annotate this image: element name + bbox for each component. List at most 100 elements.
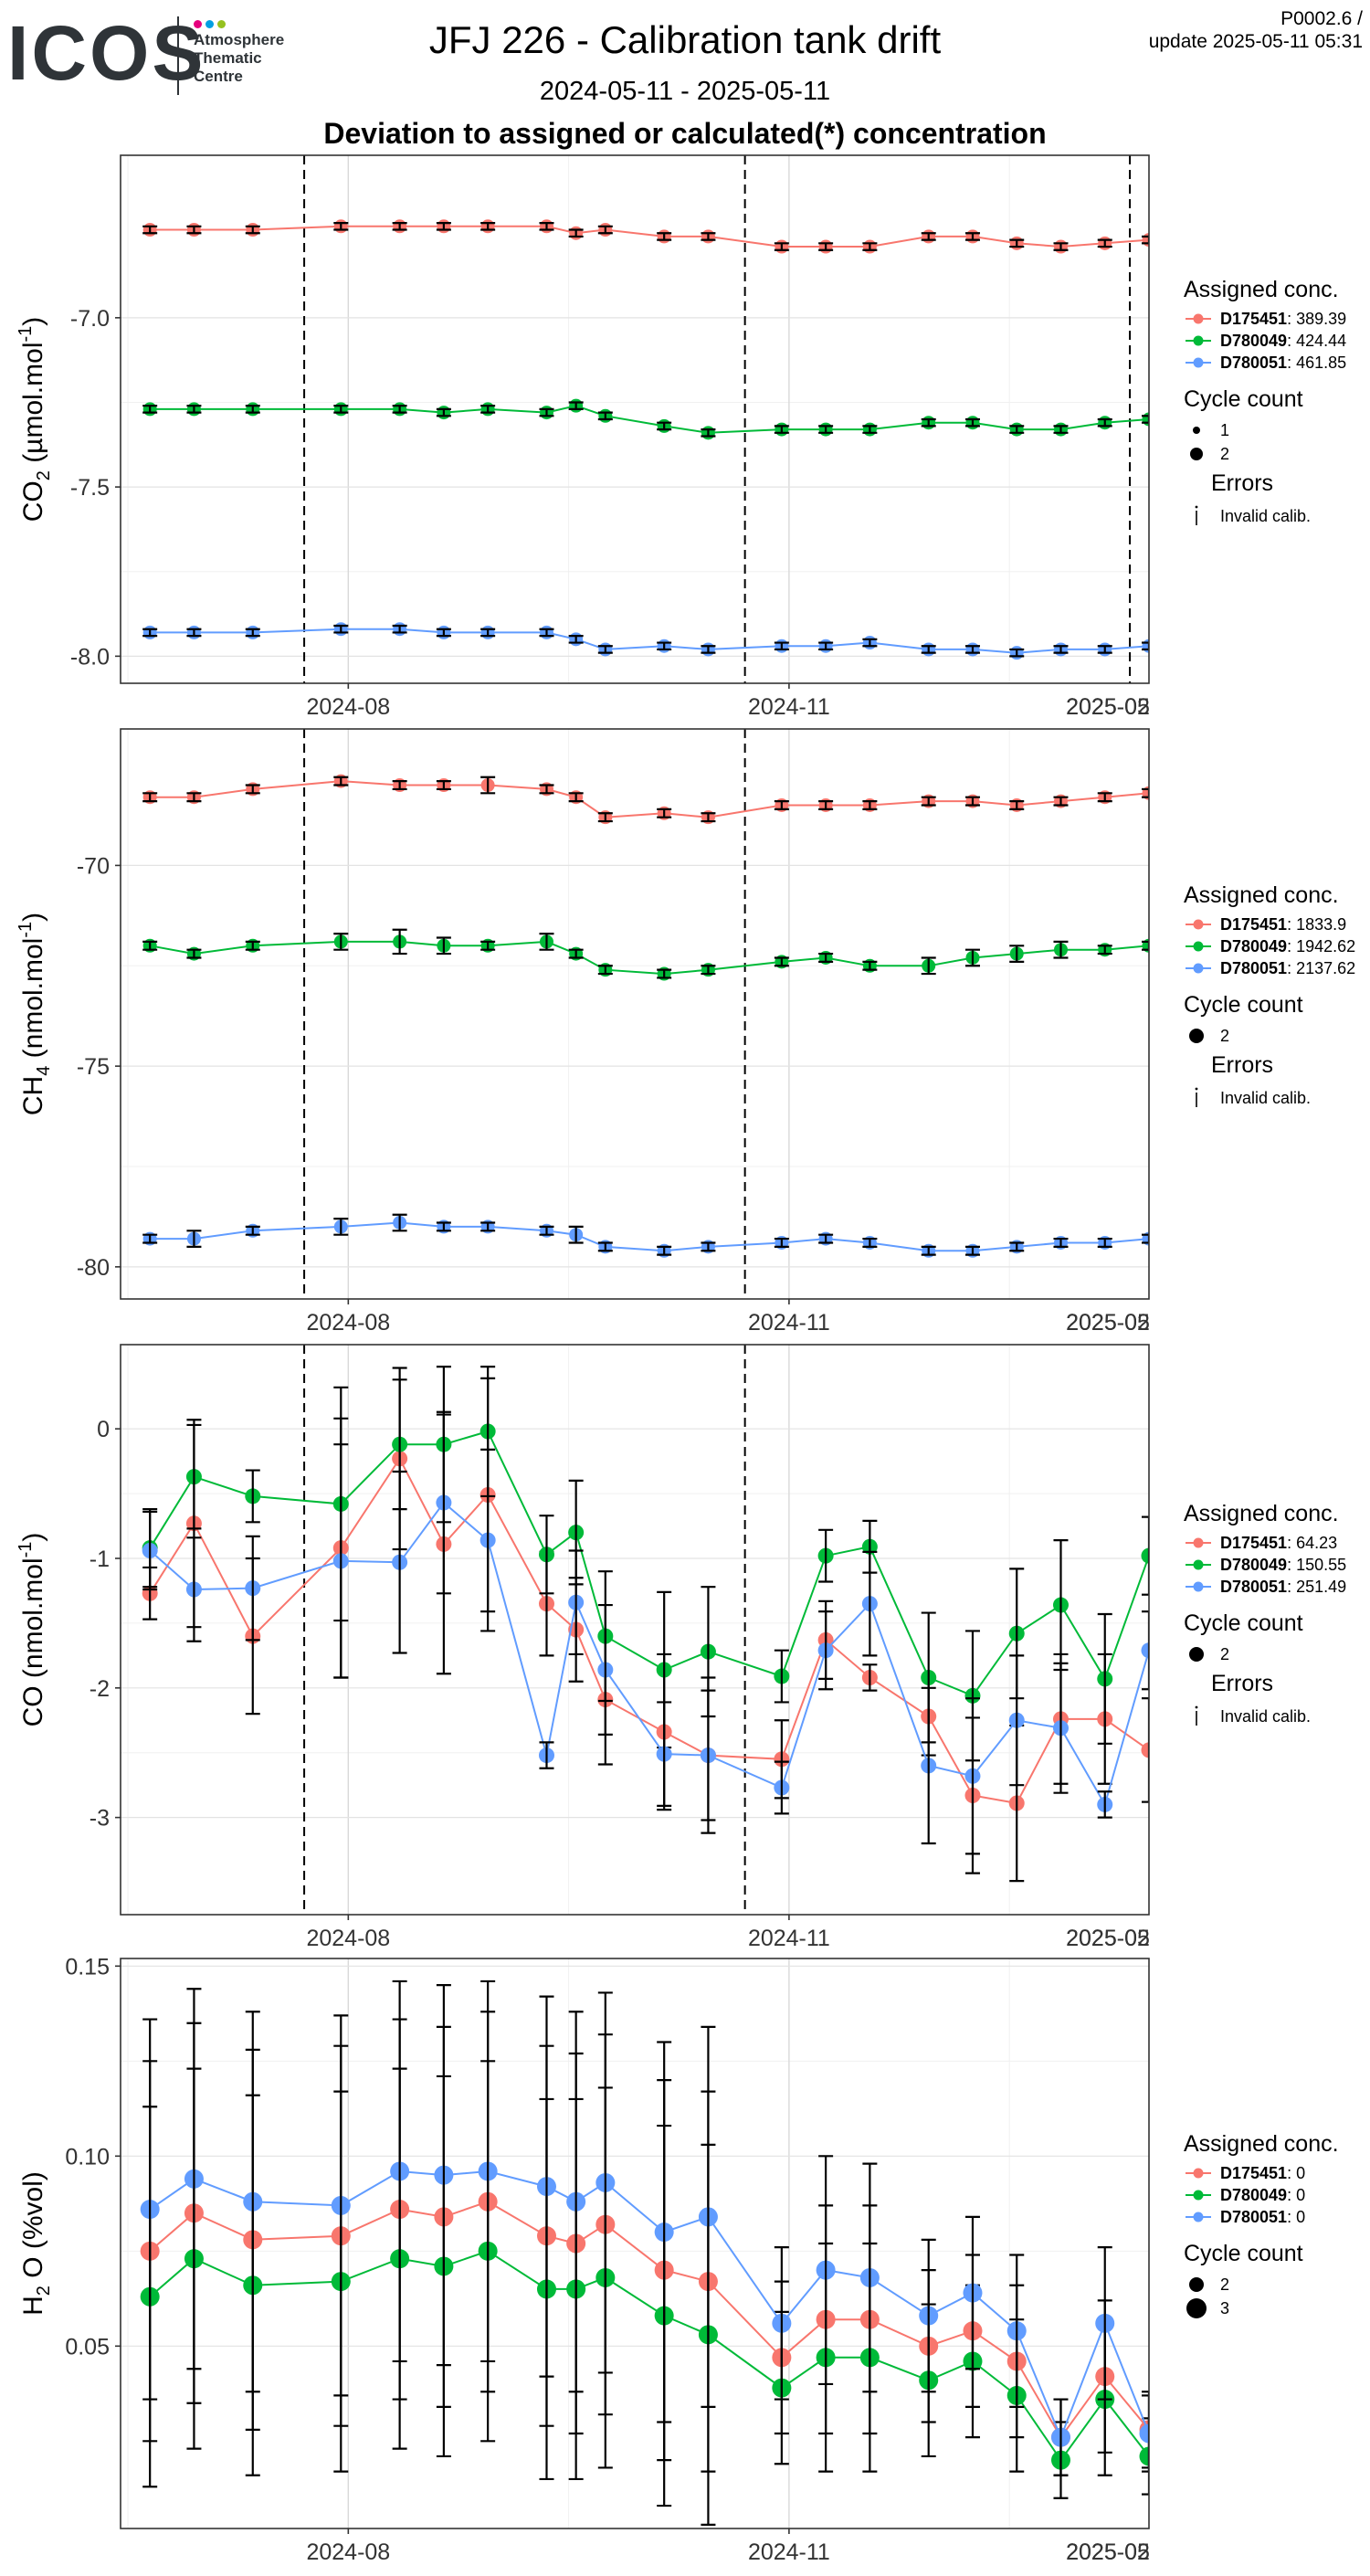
chart-panel-co2: -7.0 -7.5 -8.0 2024-08 2024-11 2025-022025-05… xyxy=(16,154,1347,720)
legend-entry: D780049: 424.44 xyxy=(1186,332,1346,350)
icos-logo: ICOS Atmosphere Thematic Centre xyxy=(7,9,309,100)
series-d780051 xyxy=(142,622,1347,660)
legend-errors-title: Errors xyxy=(1211,1052,1273,1078)
legend-label-value: : 2137.62 xyxy=(1287,959,1355,977)
error-bar xyxy=(480,1448,496,1632)
series-d780049 xyxy=(142,928,1149,981)
error-bar xyxy=(1097,645,1112,654)
error-bar xyxy=(436,222,451,231)
legend-label-value: : 0 xyxy=(1287,2186,1305,2204)
x-tick-label: 2024-08 xyxy=(306,2539,390,2565)
error-bar xyxy=(657,421,672,431)
logo-subtext-line: Thematic xyxy=(194,49,262,68)
legend-cycle-label: 2 xyxy=(1220,445,1229,463)
legend-cycle-label: 2 xyxy=(1220,2275,1229,2294)
y-axis-label-text: CO xyxy=(18,1685,48,1726)
error-bar xyxy=(597,1241,613,1252)
logo-divider xyxy=(177,16,179,95)
y-axis-label: H2 O (%vol) xyxy=(18,2171,54,2316)
error-bar xyxy=(657,2041,672,2423)
series-d780051 xyxy=(140,1980,1347,2476)
error-bar xyxy=(818,1610,834,1691)
error-bar xyxy=(597,965,613,976)
legend-key-point xyxy=(1193,2190,1204,2201)
error-bar xyxy=(142,405,158,414)
legend-entry: D780049: 1942.62 xyxy=(1186,937,1355,955)
legend-label-value: : 424.44 xyxy=(1287,332,1346,350)
y-tick-label: -70 xyxy=(77,853,110,879)
data-point xyxy=(1333,646,1347,660)
error-bar xyxy=(480,405,496,414)
error-bar xyxy=(774,799,789,810)
legend-cycle-label: 2 xyxy=(1220,1645,1229,1663)
error-bar xyxy=(1097,1790,1112,1819)
error-bar xyxy=(657,641,672,651)
legend-label-value: : 1833.9 xyxy=(1287,915,1346,934)
error-bar xyxy=(142,1233,158,1244)
legend-cycle-dot xyxy=(1193,427,1200,434)
legend-key-point xyxy=(1193,919,1204,930)
panel-border xyxy=(120,154,1150,684)
legend-label-value: : 461.85 xyxy=(1287,354,1346,372)
error-bar xyxy=(964,2215,980,2370)
error-bar xyxy=(1245,2426,1259,2502)
legend-entry: D780051: 2137.62 xyxy=(1186,959,1355,977)
legend-key-point xyxy=(1193,1581,1204,1592)
error-bar xyxy=(964,232,980,241)
error-bar xyxy=(862,242,878,251)
error-bar xyxy=(539,1515,554,1595)
series-line xyxy=(150,1221,1149,1252)
error-bar xyxy=(1142,1515,1149,1596)
legend-cycle-dot xyxy=(1190,448,1203,460)
error-bar xyxy=(539,1225,554,1236)
y-axis-label-units: (nmol.mol xyxy=(18,938,48,1066)
legend-title: Assigned conc. xyxy=(1184,1501,1339,1526)
error-bar xyxy=(539,628,554,638)
error-bar xyxy=(436,1410,451,1595)
legend-cycle-label: 3 xyxy=(1220,2299,1229,2317)
legend-cycle-dot xyxy=(1186,2298,1207,2318)
legend-key-point xyxy=(1193,2212,1204,2222)
error-bar xyxy=(1009,1654,1025,1787)
error-bar xyxy=(701,1241,716,1252)
legend-entry: D175451: 0 xyxy=(1186,2164,1305,2182)
series-line xyxy=(149,1501,1149,1808)
error-bar xyxy=(1333,2305,1347,2456)
error-bar xyxy=(818,641,834,651)
legend-label-name: D780049 xyxy=(1220,1556,1287,1574)
legend-label-value: : 389.39 xyxy=(1287,310,1346,328)
error-bar xyxy=(818,1233,834,1244)
error-bar xyxy=(862,425,878,434)
legend-label: D175451: 389.39 xyxy=(1220,310,1346,328)
y-axis-label-superscript: -1 xyxy=(16,326,36,343)
error-bar xyxy=(142,792,158,803)
error-bar xyxy=(921,1686,936,1845)
data-point xyxy=(1242,2455,1261,2474)
error-bar xyxy=(568,792,584,803)
x-tick-label: 2025-02 xyxy=(1066,1926,1150,1951)
legend-label-name: D780049 xyxy=(1220,937,1287,955)
data-point xyxy=(1331,2424,1350,2444)
chart-panel-h2o: 0.15 0.10 0.05 2024-08 2024-11 2025-022025-05… xyxy=(18,1954,1350,2565)
y-tick-label: -75 xyxy=(77,1054,110,1080)
error-bar xyxy=(862,960,878,971)
legend-key-point xyxy=(1193,941,1204,952)
legend-label: D175451: 64.23 xyxy=(1220,1534,1337,1552)
error-bar xyxy=(818,242,834,251)
version-line: P0002.6 / xyxy=(1280,8,1363,29)
panel-border xyxy=(120,728,1150,1300)
error-bar xyxy=(964,645,980,654)
error-bar xyxy=(921,956,936,976)
series-d175451 xyxy=(142,219,1149,254)
error-bar xyxy=(392,928,407,955)
data-point xyxy=(1198,2412,1217,2432)
series-d780049 xyxy=(142,398,1149,440)
error-bar xyxy=(862,799,878,810)
legend-entry: D175451: 389.39 xyxy=(1186,310,1346,328)
error-bar xyxy=(539,222,554,231)
error-bar xyxy=(1009,648,1025,658)
y-axis-label-subscript: 2 xyxy=(34,2286,54,2296)
error-bar xyxy=(818,1528,834,1583)
